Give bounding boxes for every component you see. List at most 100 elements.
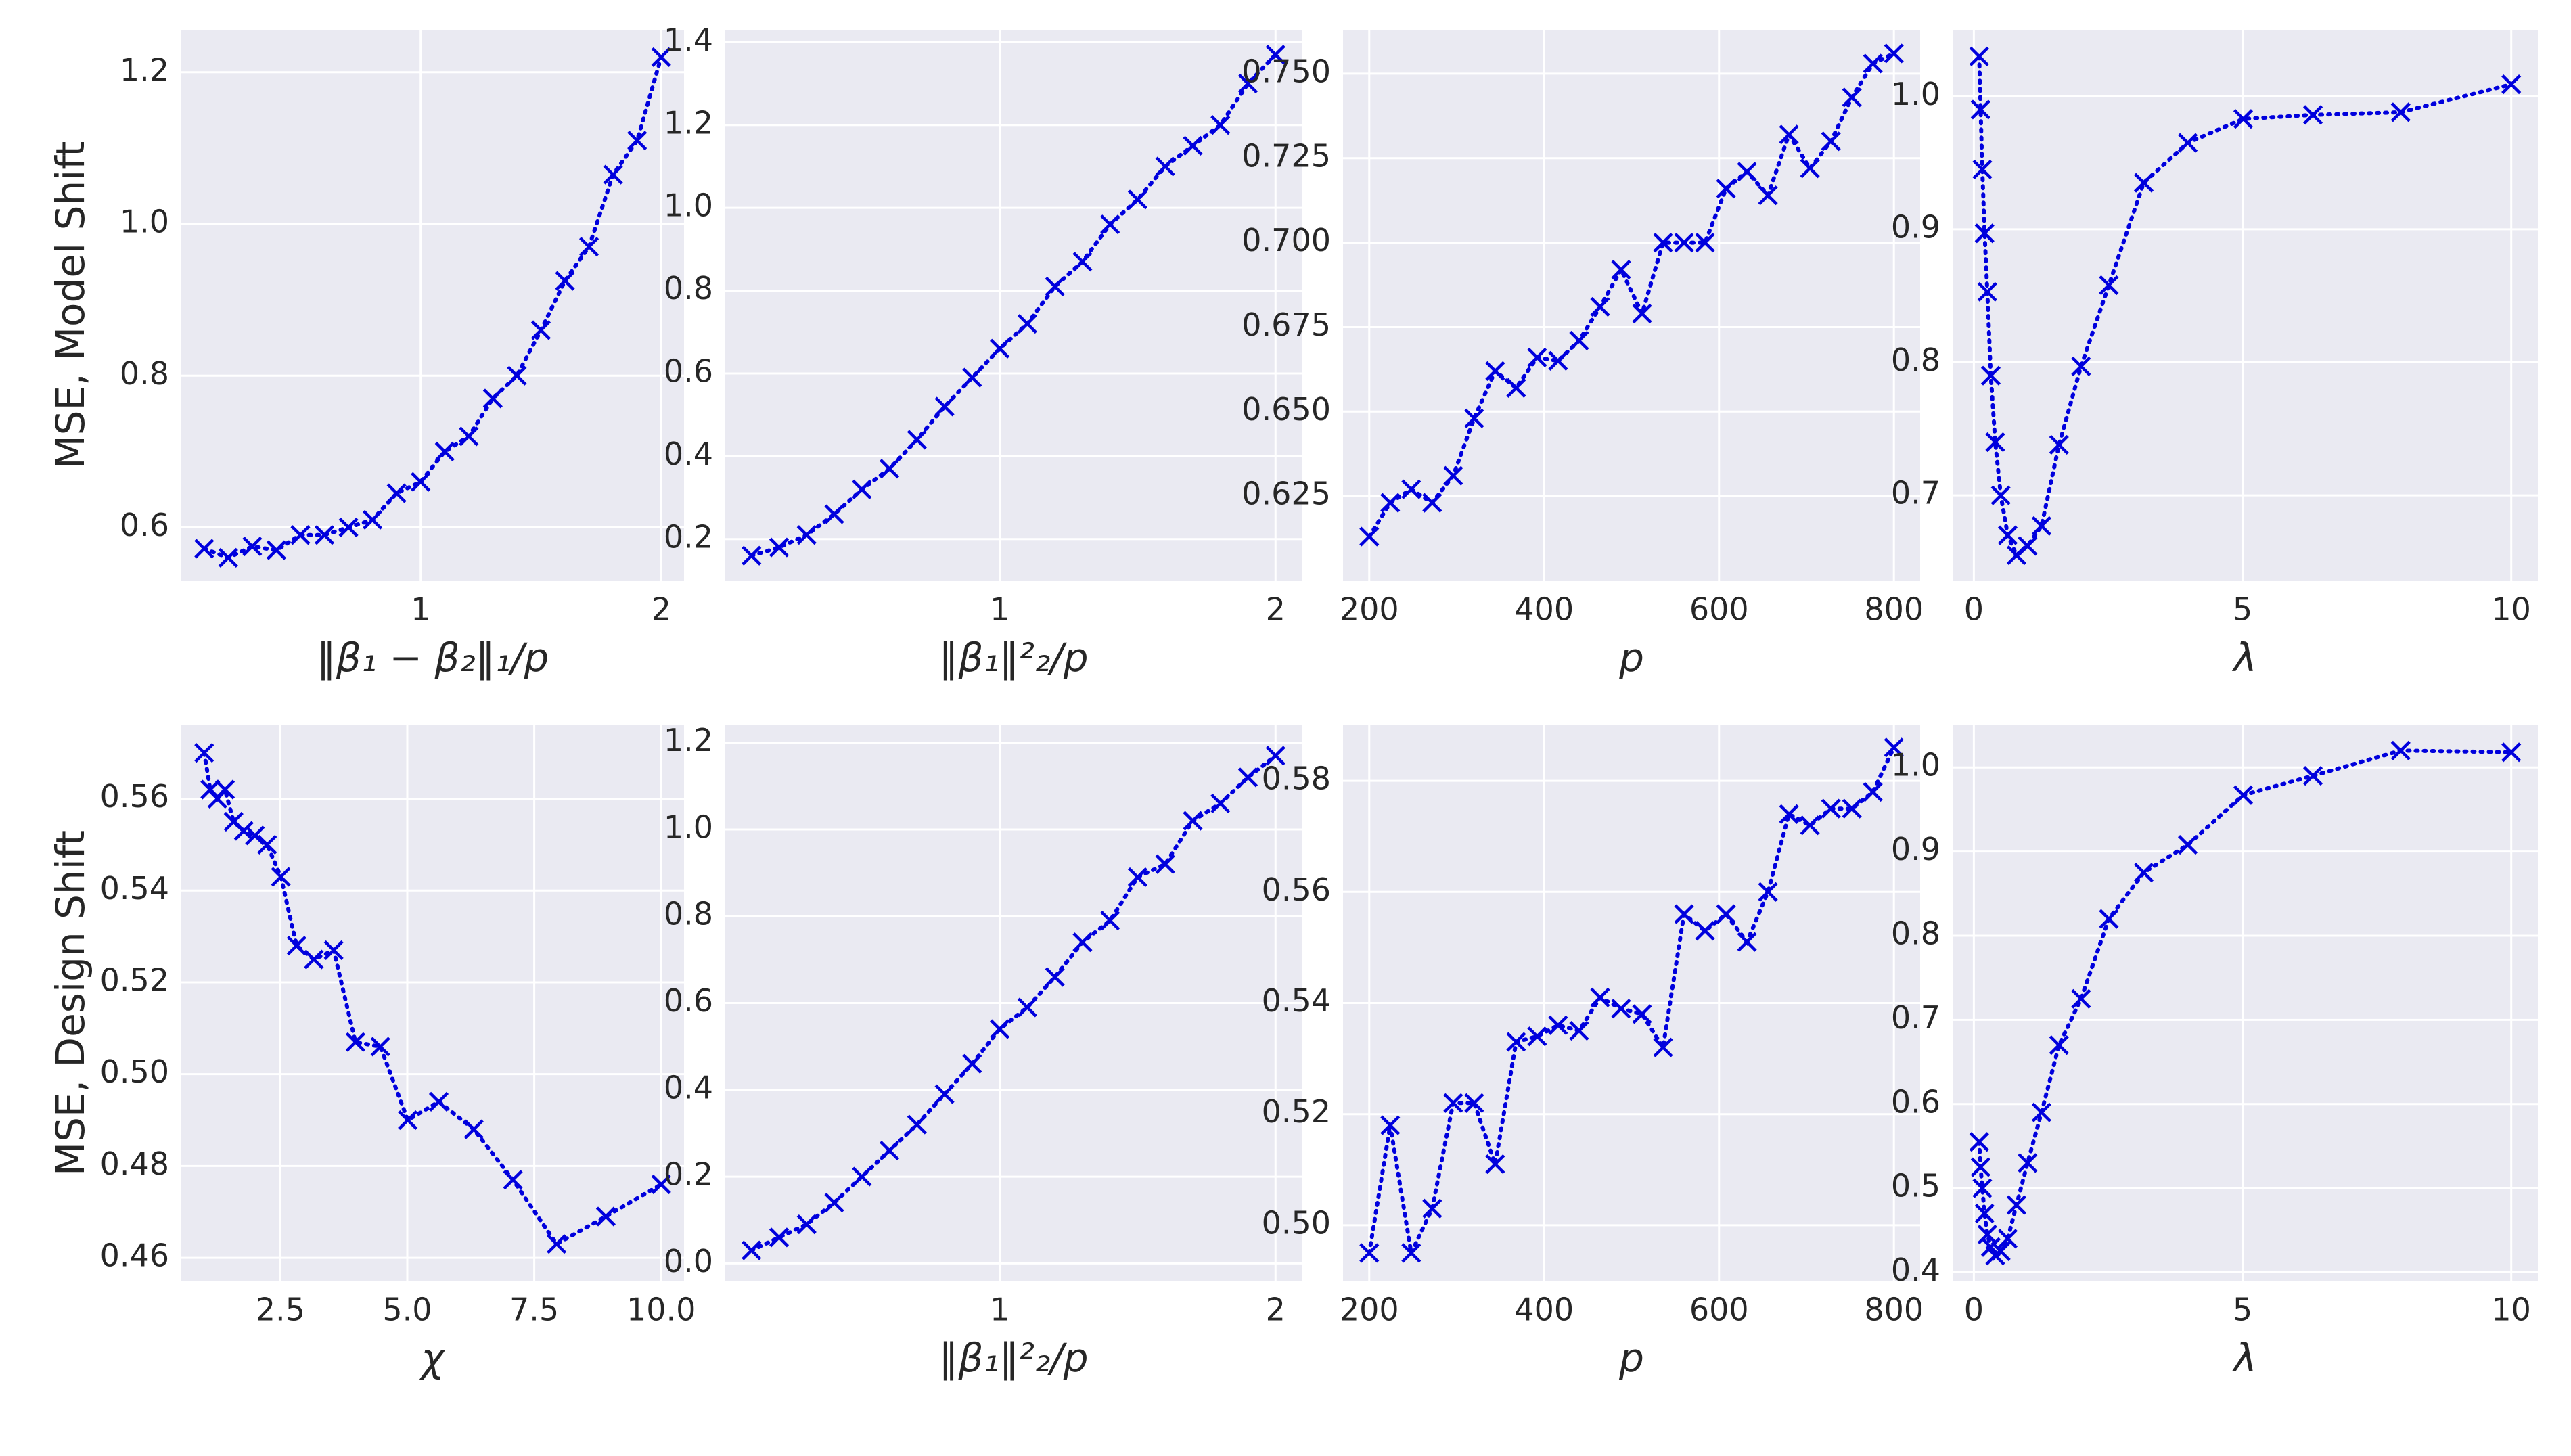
marker: [852, 1166, 872, 1187]
subplot: 0.4 0.5 0.6 0.7 0.8 0.9 1.0 0 5 10 λ: [1891, 725, 2538, 1381]
marker: [852, 479, 872, 499]
subplot: 0.0 0.2 0.4 0.6 0.8 1.0 1.2 1 2 ‖β₁‖²₂/p: [664, 722, 1302, 1381]
x-tick-label: 2.5: [256, 1292, 305, 1328]
marker: [2031, 1102, 2051, 1122]
marker: [962, 367, 982, 388]
marker: [286, 936, 306, 956]
marker: [411, 472, 431, 492]
y-tick-label: 0.750: [1242, 53, 1331, 89]
y-axis-label: MSE, Design Shift: [47, 830, 93, 1176]
y-tick-label: 0.7: [1891, 999, 1940, 1036]
marker: [934, 1084, 955, 1104]
marker: [1990, 485, 2011, 505]
y-axis-label: MSE, Model Shift: [47, 141, 93, 470]
marker: [1464, 1093, 1484, 1113]
x-tick-label: 600: [1689, 1292, 1749, 1328]
plot-area: [181, 725, 684, 1281]
marker: [1842, 798, 1862, 819]
marker: [1611, 999, 1631, 1019]
plot-area: [1953, 30, 2538, 581]
marker: [2501, 742, 2522, 763]
marker: [1653, 1037, 1673, 1057]
marker: [2390, 740, 2411, 760]
marker: [194, 743, 214, 763]
marker: [2302, 105, 2323, 125]
marker: [651, 1174, 671, 1195]
marker: [907, 1114, 927, 1135]
marker: [2071, 988, 2091, 1009]
marker: [1401, 1243, 1421, 1263]
x-tick-label: 1: [411, 591, 430, 628]
marker: [1974, 1203, 1995, 1224]
marker: [907, 430, 927, 450]
marker: [595, 1206, 616, 1227]
marker: [627, 131, 647, 151]
y-tick-label: 1.0: [664, 187, 713, 224]
marker: [1695, 233, 1715, 253]
marker: [1695, 921, 1715, 941]
marker: [555, 271, 575, 291]
subplot: 0.46 0.48 0.50 0.52 0.54 0.56 2.5 5.0 7.5 10.0 χ MS…: [47, 725, 696, 1381]
marker: [304, 949, 324, 970]
y-tick-label: 0.8: [1891, 915, 1940, 951]
x-axis-label: χ: [419, 1335, 446, 1381]
marker: [1716, 179, 1736, 199]
marker: [769, 537, 790, 558]
x-tick-label: 800: [1864, 591, 1924, 628]
y-tick-label: 1.2: [120, 51, 169, 88]
subplot: 0.7 0.8 0.9 1.0 0 5 10 λ: [1891, 30, 2538, 681]
marker: [1974, 223, 1995, 244]
y-tick-label: 0.56: [100, 778, 169, 815]
series-line: [1977, 748, 2513, 1259]
marker: [651, 47, 671, 67]
y-tick-label: 1.0: [1891, 76, 1940, 112]
marker: [1737, 162, 1757, 182]
marker: [1017, 997, 1037, 1018]
y-tick-label: 1.2: [664, 104, 713, 141]
y-tick-label: 0.9: [1891, 831, 1940, 867]
marker: [1072, 932, 1093, 953]
y-tick-label: 0.48: [100, 1145, 169, 1182]
marker: [1359, 1243, 1380, 1263]
marker: [2049, 434, 2069, 455]
marker: [824, 504, 844, 524]
y-tick-label: 0.675: [1242, 306, 1331, 343]
x-axis-label: ‖β₁ − β₂‖₁/p: [317, 635, 549, 681]
marker: [530, 320, 551, 340]
marker: [345, 1032, 366, 1052]
marker: [1972, 1178, 1993, 1198]
marker: [1443, 1093, 1463, 1113]
marker: [1970, 99, 1990, 120]
series-line: [1367, 51, 1896, 539]
y-tick-label: 1.0: [664, 809, 713, 845]
y-tick-label: 0.2: [664, 1156, 713, 1193]
x-tick-label: 5.0: [382, 1292, 432, 1328]
marker: [214, 779, 235, 800]
marker: [271, 867, 291, 887]
marker: [1969, 1132, 1989, 1152]
marker: [507, 365, 527, 386]
y-tick-label: 0.54: [1262, 982, 1331, 1019]
marker: [1997, 1229, 2018, 1249]
marker: [603, 164, 623, 185]
subplot: 0.50 0.52 0.54 0.56 0.58 200 400 600 800 p: [1262, 725, 1924, 1381]
y-tick-label: 0.4: [1891, 1252, 1940, 1288]
marker: [1506, 378, 1526, 398]
marker: [1863, 53, 1883, 74]
x-axis-label: p: [1618, 635, 1644, 681]
marker: [2233, 109, 2254, 129]
marker: [962, 1053, 982, 1074]
marker: [386, 483, 407, 503]
marker: [370, 1037, 390, 1057]
marker: [742, 545, 762, 566]
x-tick-label: 200: [1340, 1292, 1399, 1328]
marker: [2133, 863, 2154, 883]
marker: [459, 426, 479, 447]
marker: [503, 1170, 523, 1190]
plot-area: [1343, 30, 1920, 581]
marker: [2302, 766, 2323, 786]
marker: [1155, 854, 1175, 874]
y-tick-label: 0.4: [664, 1069, 713, 1106]
y-tick-label: 0.650: [1242, 391, 1331, 428]
y-tick-label: 0.7: [1891, 475, 1940, 511]
